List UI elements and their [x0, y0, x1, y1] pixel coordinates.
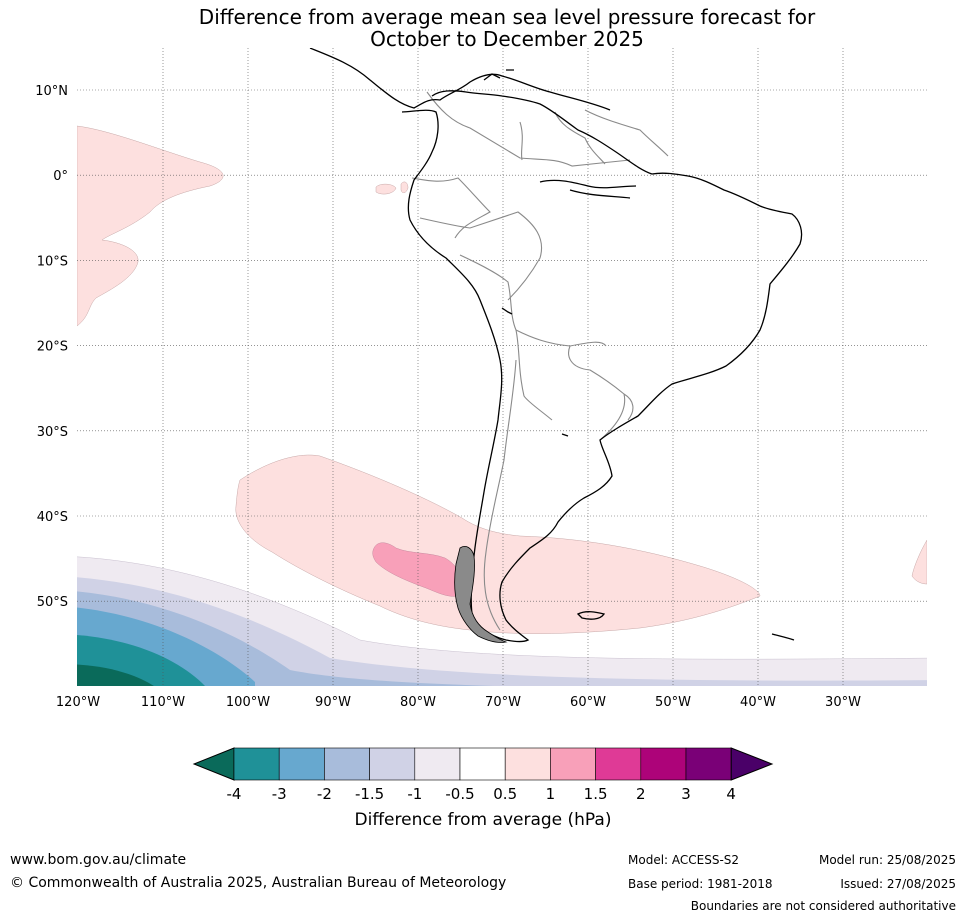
colorbar-tick-label: -2: [317, 785, 332, 803]
longitude-label: 110°W: [141, 695, 185, 710]
colorbar-swatch: [685, 747, 732, 781]
longitude-label: 100°W: [226, 695, 270, 710]
colorbar-label: Difference from average (hPa): [355, 810, 612, 830]
colorbar-tick-label: -1: [407, 785, 422, 803]
longitude-label: 70°W: [485, 695, 521, 710]
colorbar-tick-label: 1: [546, 785, 556, 803]
colorbar: -4 -3 -2 -1.5 -1 -0.5 0.5 1 1.5 2 3 4 Difference fro…: [192, 747, 774, 830]
country-borders: [411, 91, 669, 631]
latitude-label: 10°N: [35, 84, 68, 99]
latitude-label: 30°S: [37, 425, 68, 440]
colorbar-swatch: [369, 747, 416, 781]
footer-issued: Issued: 27/08/2025: [840, 877, 956, 891]
footer-model: Model: ACCESS-S2: [628, 853, 740, 867]
south-america-coast: [401, 90, 803, 643]
colorbar-swatch: [414, 747, 461, 781]
colorbar-tick-label: 1.5: [584, 785, 608, 803]
colorbar-tick-label: -3: [272, 785, 287, 803]
coastline: [309, 48, 803, 643]
chart-title-line2: October to December 2025: [370, 27, 644, 51]
lake-titicaca: [501, 307, 513, 315]
colorbar-extend-low: [192, 747, 235, 781]
colorbar-swatch: [278, 747, 325, 781]
latitude-label: 40°S: [37, 510, 68, 525]
longitude-label: 40°W: [740, 695, 776, 710]
caribbean-islands: [483, 69, 514, 81]
colorbar-tick-label: -4: [227, 785, 242, 803]
amazon-estuary: [569, 189, 631, 199]
latitude-label: 20°S: [37, 340, 68, 355]
longitude-label: 60°W: [570, 695, 606, 710]
chart-title-line1: Difference from average mean sea level p…: [198, 5, 816, 29]
colorbar-tick-label: -0.5: [445, 785, 474, 803]
map-panel: [77, 48, 927, 686]
anomaly-area-positive-coast: [400, 181, 409, 193]
longitude-label: 30°W: [825, 695, 861, 710]
longitude-label: 80°W: [400, 695, 436, 710]
footer-base-period: Base period: 1981-2018: [628, 877, 773, 891]
colorbar-tick-label: 0.5: [493, 785, 517, 803]
anomaly-area-positive-west: [77, 125, 224, 327]
longitude-label: 90°W: [315, 695, 351, 710]
longitude-label: 120°W: [56, 695, 100, 710]
falklands: [576, 611, 606, 620]
longitude-labels: 120°W 110°W 100°W 90°W 80°W 70°W 60°W 50°W 40°W 3…: [56, 695, 861, 710]
anomaly-band-minus-4: [77, 664, 154, 686]
colorbar-tick-label: 4: [726, 785, 736, 803]
south-georgia: [771, 633, 795, 641]
lake-poopo: [561, 433, 569, 437]
colorbar-swatch: [233, 747, 280, 781]
colorbar-extend-high: [730, 747, 774, 781]
footer-disclaimer: Boundaries are not considered authoritat…: [690, 899, 956, 913]
chilean-archipelago: [454, 546, 508, 643]
colorbar-swatch: [324, 747, 370, 781]
latitude-labels: 10°N 0° 10°S 20°S 30°S 40°S 50°S: [35, 84, 68, 610]
latitude-label: 0°: [53, 169, 68, 184]
central-america-coast: [309, 48, 611, 111]
colorbar-swatch: [504, 747, 551, 781]
footer-model-run: Model run: 25/08/2025: [818, 853, 956, 867]
amazon-mouth: [539, 179, 637, 189]
latitude-label: 10°S: [37, 254, 68, 269]
footer-copyright: © Commonwealth of Australia 2025, Austra…: [10, 875, 507, 891]
colorbar-swatch: [595, 747, 642, 781]
map-gridlines: [77, 48, 927, 686]
colorbar-tick-label: 3: [681, 785, 691, 803]
colorbar-tick-label: -1.5: [355, 785, 384, 803]
anomaly-area-positive-south: [235, 454, 761, 634]
anomaly-band-minus-1: [77, 577, 927, 686]
anomaly-area-positive-galapagos: [375, 183, 397, 195]
longitude-label: 50°W: [655, 695, 691, 710]
colorbar-tick-label: 2: [636, 785, 646, 803]
footer-website[interactable]: www.bom.gov.au/climate: [10, 852, 187, 868]
latitude-label: 50°S: [37, 595, 68, 610]
colorbar-swatch: [640, 747, 687, 781]
colorbar-swatch: [550, 747, 596, 781]
anomaly-area-positive-east: [911, 539, 927, 585]
colorbar-swatch: [459, 747, 506, 781]
